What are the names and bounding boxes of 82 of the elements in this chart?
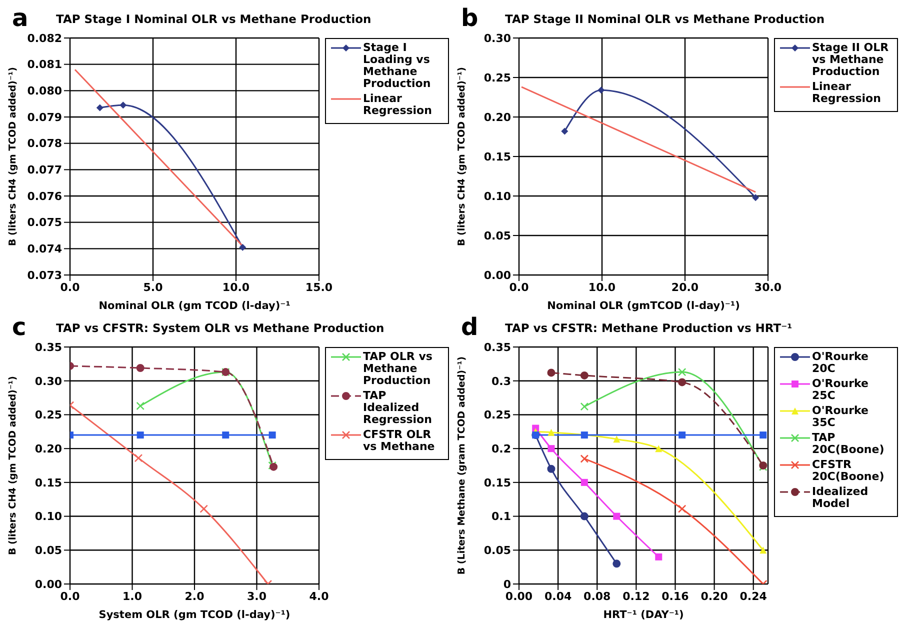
text: b <box>461 4 478 32</box>
y-tick-label: 0 <box>503 578 512 591</box>
y-tick-label: 0.081 <box>27 58 62 72</box>
y-tick-label: 0.082 <box>27 32 62 45</box>
legend-label: CFSTR OLR vs Methane <box>363 428 436 453</box>
y-tick-label: 0.080 <box>27 84 62 98</box>
y-tick-label: 0.077 <box>27 164 62 177</box>
x-tick-label: 1.0 <box>122 590 142 603</box>
y-tick-label: 0.1 <box>492 510 511 524</box>
y-tick-label: 0.25 <box>484 408 511 422</box>
legend-label: Stage I Loading vs Methane Production <box>363 41 432 90</box>
x-tick-label: 4.0 <box>309 590 330 603</box>
y-tick-label: 0.20 <box>484 110 512 124</box>
x-axis-title: Nominal OLR (gmTCOD (l-day)⁻¹) <box>547 300 740 312</box>
y-tick-label: 0.05 <box>484 544 511 558</box>
y-tick-label: 0.35 <box>484 340 511 354</box>
y-tick-label: 0.10 <box>484 190 512 203</box>
y-axis-title: B (liters CH4 (gm TCOD added)⁻¹) <box>7 376 18 556</box>
y-tick-label: 0.25 <box>34 408 62 422</box>
x-tick-label: 0.0 <box>60 590 80 603</box>
y-axis-title: B (Liters Methane (gram TCOD added)⁻¹) <box>456 356 468 575</box>
y-tick-label: 0.2 <box>492 442 511 456</box>
legend-label: CFSTR 20C(Boone) <box>812 458 886 483</box>
y-tick-label: 0.00 <box>34 578 62 591</box>
legend-label: Linear Regression <box>812 80 882 105</box>
x-tick-label: 0.00 <box>505 590 533 603</box>
y-tick-label: 0.30 <box>484 32 512 45</box>
x-tick-label: 10.0 <box>588 280 616 294</box>
y-tick-label: 0.076 <box>27 190 62 203</box>
legend-label: Stage II OLR vs Methane Production <box>812 41 890 78</box>
legend-label: O'Rourke 20C <box>812 350 870 375</box>
chart-title: TAP Stage I Nominal OLR vs Methane Production <box>56 12 372 26</box>
legend-label: O'Rourke 25C <box>812 377 870 402</box>
y-tick-label: 0.074 <box>27 242 62 256</box>
x-tick-label: 0.08 <box>584 590 611 603</box>
x-tick-label: 20.0 <box>671 280 699 294</box>
x-tick-label: 0.12 <box>622 590 650 603</box>
y-tick-label: 0.30 <box>34 374 62 388</box>
legend-label: TAP Idealized Regression <box>363 389 433 426</box>
text: a <box>12 4 28 32</box>
x-tick-label: 3.0 <box>247 590 267 603</box>
y-tick-label: 0.15 <box>484 476 511 490</box>
x-tick-label: 30.0 <box>754 280 782 294</box>
y-tick-label: 0.20 <box>34 442 62 456</box>
y-tick-label: 0.35 <box>34 340 62 354</box>
legend-label: TAP 20C(Boone) <box>812 431 886 456</box>
x-tick-label: 0.20 <box>700 590 728 603</box>
y-tick-label: 0.073 <box>27 268 62 282</box>
chart-title: TAP Stage II Nominal OLR vs Methane Production <box>505 12 825 26</box>
y-tick-label: 0.15 <box>34 476 62 490</box>
x-tick-label: 2.0 <box>184 590 205 603</box>
y-tick-label: 0.075 <box>27 216 62 230</box>
y-tick-label: 0.05 <box>484 229 511 242</box>
legend-label: TAP OLR vs Methane Production <box>363 350 434 387</box>
legend-label: Idealized Model <box>812 485 870 510</box>
y-tick-label: 0.05 <box>34 544 62 558</box>
x-tick-label: 0.0 <box>509 280 530 294</box>
text: c <box>12 313 26 341</box>
y-tick-label: 0.25 <box>484 71 511 84</box>
y-tick-label: 0.00 <box>484 268 512 282</box>
x-tick-label: 0.0 <box>60 280 80 294</box>
y-tick-label: 0.079 <box>27 110 62 124</box>
chart-title: TAP vs CFSTR: Methane Production vs HRT⁻¹ <box>505 321 792 335</box>
x-tick-label: 15.0 <box>305 280 333 294</box>
legend-label: O'Rourke 35C <box>812 404 870 429</box>
y-tick-label: 0.15 <box>484 150 511 164</box>
text: d <box>461 313 478 341</box>
y-axis-title: B (liters CH4 (gm TCOD added)⁻¹) <box>456 66 468 246</box>
legend-label: Linear Regression <box>363 92 433 117</box>
x-axis-title: Nominal OLR (gm TCOD (l-day)⁻¹ <box>98 300 291 312</box>
x-tick-label: 5.0 <box>143 280 164 294</box>
x-axis-title: System OLR (gm TCOD (l-day)⁻¹) <box>98 609 290 621</box>
y-tick-label: 0.10 <box>34 510 62 524</box>
x-tick-label: 0.04 <box>544 590 572 603</box>
x-tick-label: 10.0 <box>222 280 250 294</box>
x-axis-title: HRT⁻¹ (DAY⁻¹) <box>603 609 684 621</box>
x-tick-label: 0.16 <box>662 590 690 603</box>
chart-title: TAP vs CFSTR: System OLR vs Methane Production <box>56 321 384 335</box>
y-tick-label: 0.078 <box>27 137 62 150</box>
y-tick-label: 0.3 <box>492 374 511 388</box>
x-tick-label: 0.24 <box>740 590 768 603</box>
y-axis-title: B (liters CH4 (gm TCOD added)⁻¹) <box>7 66 18 246</box>
